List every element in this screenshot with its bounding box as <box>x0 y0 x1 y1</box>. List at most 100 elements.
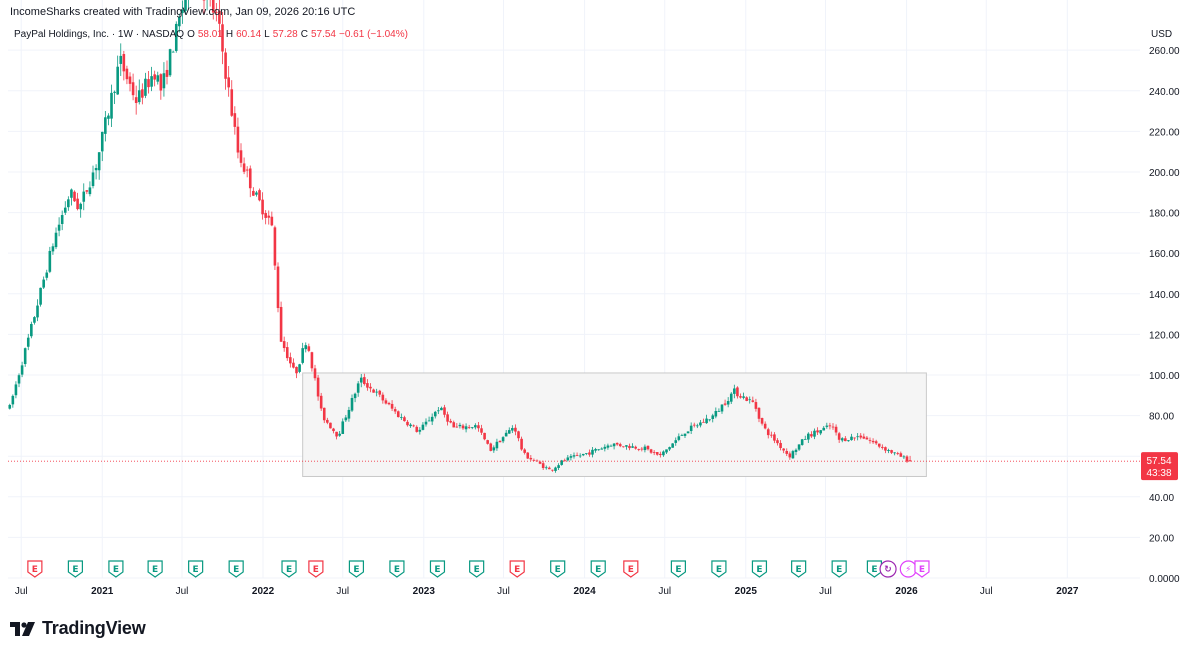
candle-body[interactable] <box>17 375 21 384</box>
candle-body[interactable] <box>33 317 36 323</box>
candle-body[interactable] <box>350 397 354 411</box>
candle-body[interactable] <box>754 402 758 409</box>
candle-body[interactable] <box>461 425 465 429</box>
candle-body[interactable] <box>119 55 123 64</box>
candle-body[interactable] <box>677 436 681 440</box>
candle-body[interactable] <box>73 191 76 202</box>
candle-body[interactable] <box>452 422 456 428</box>
candle-body[interactable] <box>258 190 261 201</box>
earnings-marker[interactable] <box>67 560 83 578</box>
candle-body[interactable] <box>215 12 218 13</box>
candle-body[interactable] <box>144 78 147 96</box>
candle-body[interactable] <box>107 115 110 119</box>
earnings-marker[interactable] <box>228 560 244 578</box>
candle-body[interactable] <box>42 279 45 288</box>
candle-body[interactable] <box>51 246 55 252</box>
candle-body[interactable] <box>634 446 637 449</box>
candle-body[interactable] <box>615 442 619 445</box>
candle-body[interactable] <box>20 365 24 375</box>
candle-body[interactable] <box>702 421 705 423</box>
candle-body[interactable] <box>600 448 604 450</box>
candle-body[interactable] <box>705 418 708 424</box>
candle-body[interactable] <box>791 451 795 459</box>
earnings-marker[interactable] <box>711 560 727 578</box>
candle-body[interactable] <box>520 438 523 450</box>
earnings-marker[interactable] <box>389 560 405 578</box>
candle-body[interactable] <box>141 89 144 98</box>
candle-body[interactable] <box>751 400 755 402</box>
candle-body[interactable] <box>322 407 326 421</box>
candle-body[interactable] <box>800 439 804 445</box>
candle-body[interactable] <box>896 453 900 454</box>
candle-body[interactable] <box>606 445 610 448</box>
candle-body[interactable] <box>551 469 554 471</box>
candle-body[interactable] <box>353 393 357 399</box>
candle-body[interactable] <box>554 467 557 471</box>
candle-body[interactable] <box>344 417 348 421</box>
candle-body[interactable] <box>489 443 493 451</box>
candle-body[interactable] <box>495 441 499 449</box>
candle-body[interactable] <box>671 443 674 448</box>
candle-body[interactable] <box>437 410 440 412</box>
candle-body[interactable] <box>67 199 70 208</box>
candle-body[interactable] <box>159 74 163 91</box>
candle-body[interactable] <box>319 395 323 409</box>
candle-body[interactable] <box>267 215 271 218</box>
candle-body[interactable] <box>908 460 912 462</box>
candle-body[interactable] <box>523 449 526 453</box>
candle-body[interactable] <box>381 394 385 401</box>
candle-body[interactable] <box>603 446 607 449</box>
candle-body[interactable] <box>720 404 724 412</box>
candle-body[interactable] <box>88 187 92 195</box>
candle-body[interactable] <box>853 437 856 439</box>
candle-body[interactable] <box>11 395 15 405</box>
candle-body[interactable] <box>449 420 452 423</box>
candle-body[interactable] <box>659 453 662 456</box>
candle-body[interactable] <box>384 400 388 404</box>
candle-body[interactable] <box>310 352 314 369</box>
candle-body[interactable] <box>618 444 622 447</box>
candle-body[interactable] <box>578 455 582 457</box>
candle-body[interactable] <box>464 426 468 430</box>
candle-body[interactable] <box>412 425 415 427</box>
candle-body[interactable] <box>477 425 480 429</box>
candle-body[interactable] <box>557 465 560 468</box>
candle-body[interactable] <box>871 440 875 443</box>
candle-body[interactable] <box>585 453 588 454</box>
candle-body[interactable] <box>128 76 132 84</box>
candle-body[interactable] <box>458 424 462 427</box>
candle-body[interactable] <box>298 364 301 372</box>
candle-body[interactable] <box>794 449 798 452</box>
candle-body[interactable] <box>507 430 511 434</box>
candle-body[interactable] <box>538 461 542 464</box>
candle-body[interactable] <box>683 433 687 436</box>
symbol-title[interactable]: PayPal Holdings, Inc. · 1W · NASDAQ <box>14 29 185 40</box>
candle-body[interactable] <box>307 346 311 351</box>
candle-body[interactable] <box>668 447 671 450</box>
candle-body[interactable] <box>227 77 230 88</box>
candle-body[interactable] <box>255 192 258 195</box>
candle-body[interactable] <box>39 287 42 305</box>
candle-body[interactable] <box>347 409 351 419</box>
candle-body[interactable] <box>467 427 471 428</box>
candle-body[interactable] <box>865 437 869 440</box>
candle-body[interactable] <box>313 368 317 379</box>
candle-body[interactable] <box>30 323 33 337</box>
earnings-marker[interactable] <box>550 560 566 578</box>
candle-body[interactable] <box>729 393 733 402</box>
candle-body[interactable] <box>819 430 822 434</box>
candle-body[interactable] <box>26 337 30 347</box>
candle-body[interactable] <box>504 432 508 437</box>
earnings-marker[interactable] <box>308 560 324 578</box>
candle-body[interactable] <box>82 191 86 202</box>
candle-body[interactable] <box>282 341 286 349</box>
candle-body[interactable] <box>430 416 434 422</box>
candle-body[interactable] <box>415 426 419 432</box>
candle-body[interactable] <box>529 457 533 460</box>
candle-body[interactable] <box>877 443 881 447</box>
candle-body[interactable] <box>544 467 548 469</box>
candle-body[interactable] <box>569 456 573 458</box>
candle-body[interactable] <box>393 409 397 412</box>
candle-body[interactable] <box>221 24 224 52</box>
